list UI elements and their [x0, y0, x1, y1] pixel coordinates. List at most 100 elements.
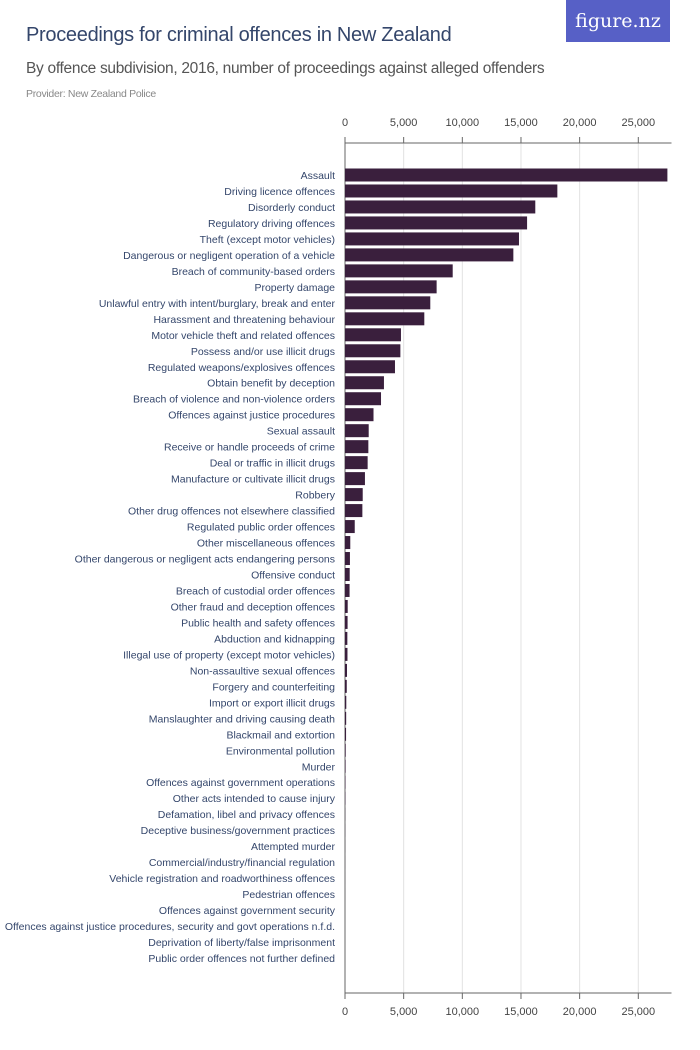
tick-label-top: 0 — [342, 117, 348, 129]
category-label: Property damage — [254, 282, 335, 294]
category-label: Pedestrian offences — [242, 889, 335, 901]
bar — [345, 552, 350, 566]
tick-label-top: 10,000 — [445, 117, 479, 129]
bar — [345, 200, 536, 214]
bar — [345, 583, 350, 597]
category-label: Deal or traffic in illicit drugs — [210, 458, 335, 470]
bar — [345, 264, 453, 278]
category-label: Harassment and threatening behaviour — [153, 314, 335, 326]
chart-subtitle: By offence subdivision, 2016, number of … — [26, 60, 545, 77]
category-label: Motor vehicle theft and related offences — [151, 330, 335, 342]
category-label: Vehicle registration and roadworthiness … — [109, 873, 335, 885]
tick-label-top: 5,000 — [390, 117, 418, 129]
provider-text: Provider: New Zealand Police — [26, 88, 156, 100]
tick-label-top: 15,000 — [504, 117, 538, 129]
category-label: Regulatory driving offences — [208, 218, 335, 230]
category-label: Environmental pollution — [226, 745, 335, 757]
tick-label-bottom: 20,000 — [563, 1006, 597, 1018]
category-label: Offensive conduct — [251, 570, 335, 582]
bar — [345, 743, 346, 757]
tick-label-bottom: 25,000 — [621, 1006, 655, 1018]
bar — [345, 232, 519, 246]
category-label: Defamation, libel and privacy offences — [158, 809, 335, 821]
bar — [345, 488, 363, 502]
category-label: Public order offences not further define… — [148, 953, 335, 965]
category-label: Other dangerous or negligent acts endang… — [75, 554, 335, 566]
category-label: Manufacture or cultivate illicit drugs — [171, 474, 335, 486]
bar — [345, 711, 347, 725]
bar — [345, 536, 351, 550]
bar — [345, 663, 347, 677]
bar — [345, 631, 348, 645]
tick-label-top: 25,000 — [621, 117, 655, 129]
tick-label-bottom: 0 — [342, 1006, 348, 1018]
category-label: Disorderly conduct — [248, 202, 335, 214]
category-label: Regulated weapons/explosives offences — [148, 362, 335, 374]
category-label: Non-assaultive sexual offences — [190, 665, 335, 677]
bar — [345, 296, 431, 310]
chart-title: Proceedings for criminal offences in New… — [26, 24, 452, 46]
tick-label-bottom: 10,000 — [445, 1006, 479, 1018]
category-label: Unlawful entry with intent/burglary, bre… — [99, 298, 336, 310]
category-label: Other miscellaneous offences — [197, 538, 335, 550]
category-label: Breach of custodial order offences — [176, 585, 335, 597]
bar — [345, 328, 401, 342]
category-label: Theft (except motor vehicles) — [200, 234, 335, 246]
category-label: Driving licence offences — [224, 186, 335, 198]
bar — [345, 440, 369, 454]
category-label: Blackmail and extortion — [226, 729, 335, 741]
bar — [345, 312, 425, 326]
category-label: Assault — [301, 170, 336, 182]
category-label: Other drug offences not elsewhere classi… — [128, 506, 335, 518]
bar — [345, 695, 347, 709]
bar — [345, 504, 363, 518]
category-label: Other acts intended to cause injury — [173, 793, 336, 805]
bar — [345, 456, 368, 470]
bar — [345, 408, 374, 422]
category-label: Possess and/or use illicit drugs — [191, 346, 335, 358]
tick-label-bottom: 5,000 — [390, 1006, 418, 1018]
category-label: Forgery and counterfeiting — [212, 681, 335, 693]
category-label: Offences against justice procedures, sec… — [5, 921, 335, 933]
category-label: Robbery — [295, 490, 335, 502]
category-label: Deprivation of liberty/false imprisonmen… — [148, 937, 335, 949]
bar — [345, 759, 346, 773]
bar — [345, 520, 355, 534]
bar — [345, 424, 369, 438]
category-label: Sexual assault — [267, 426, 335, 438]
category-label: Manslaughter and driving causing death — [149, 713, 335, 725]
category-label: Dangerous or negligent operation of a ve… — [123, 250, 335, 262]
bar — [345, 599, 348, 613]
bar — [345, 679, 347, 693]
category-label: Offences against justice procedures — [168, 410, 335, 422]
category-label: Obtain benefit by deception — [207, 378, 335, 390]
category-label: Regulated public order offences — [187, 522, 335, 534]
bar — [345, 360, 395, 374]
category-label: Breach of community-based orders — [172, 266, 335, 278]
tick-label-bottom: 15,000 — [504, 1006, 538, 1018]
category-label: Offences against government security — [159, 905, 336, 917]
bar — [345, 568, 350, 581]
bar — [345, 184, 558, 198]
category-label: Abduction and kidnapping — [214, 633, 335, 645]
category-label: Offences against government operations — [146, 777, 335, 789]
category-label: Other fraud and deception offences — [171, 601, 335, 613]
bar — [345, 615, 348, 629]
category-label: Attempted murder — [251, 841, 336, 853]
bar — [345, 280, 437, 294]
tick-label-top: 20,000 — [563, 117, 597, 129]
bar — [345, 376, 384, 390]
category-label: Deceptive business/government practices — [141, 825, 335, 837]
bar — [345, 392, 382, 406]
bar — [345, 647, 348, 661]
bar — [345, 248, 514, 262]
bar — [345, 727, 347, 741]
bar — [345, 344, 401, 358]
category-label: Breach of violence and non-violence orde… — [133, 394, 335, 406]
figure-nz-logo[interactable]: figure.nz — [566, 0, 670, 42]
category-label: Commercial/industry/financial regulation — [149, 857, 335, 869]
category-label: Illegal use of property (except motor ve… — [123, 649, 335, 661]
category-label: Import or export illicit drugs — [209, 697, 335, 709]
